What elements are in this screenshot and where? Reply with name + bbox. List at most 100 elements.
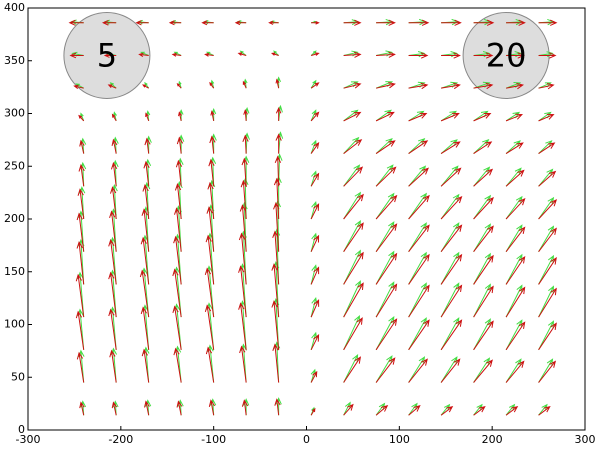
arrow [76, 212, 85, 252]
arrow [506, 52, 525, 59]
arrow [408, 284, 430, 318]
arrow [473, 141, 493, 155]
arrow [205, 234, 215, 285]
arrow [78, 114, 85, 122]
arrow [103, 53, 117, 58]
arrow [343, 82, 362, 89]
arrow [175, 159, 183, 187]
arrow [440, 165, 459, 187]
arrow [375, 404, 389, 416]
y-tick-label: 250 [4, 159, 25, 172]
arrow [310, 234, 320, 252]
arrow [505, 195, 523, 220]
arrow [75, 273, 85, 318]
arrow [240, 179, 247, 220]
arrow [440, 139, 458, 154]
arrow [473, 406, 486, 416]
arrow [505, 226, 526, 253]
arrow [205, 346, 215, 383]
arrow [538, 113, 555, 122]
arrow [176, 400, 183, 416]
arrow [209, 135, 216, 154]
arrow [441, 52, 461, 59]
arrow [142, 84, 149, 89]
arrow [538, 170, 557, 187]
arrow [505, 403, 516, 416]
x-tick-label: 100 [389, 433, 410, 446]
arrow [178, 111, 182, 121]
arrow [77, 188, 85, 220]
arrow [538, 257, 557, 285]
arrow [173, 235, 182, 285]
arrow [210, 110, 215, 121]
arrow [473, 320, 494, 351]
arrow [505, 169, 525, 187]
arrow [76, 351, 85, 383]
arrow [408, 167, 430, 187]
charge-label: 5 [97, 36, 117, 74]
arrow [473, 82, 494, 90]
y-tick-label: 150 [4, 265, 25, 278]
arrow [440, 358, 461, 383]
arrow [505, 358, 522, 383]
arrow [505, 255, 526, 285]
arrow [375, 318, 398, 351]
arrow [473, 194, 492, 220]
arrow [538, 52, 557, 59]
arrow [473, 359, 493, 383]
arrow [343, 356, 362, 383]
arrow [343, 222, 364, 252]
arrow [310, 299, 320, 318]
arrow [441, 51, 459, 58]
arrow [172, 268, 182, 318]
arrow [108, 271, 117, 318]
arrow [505, 140, 521, 154]
arrow [440, 195, 463, 220]
arrow [176, 83, 182, 89]
arrow [408, 194, 430, 220]
arrow [441, 82, 461, 90]
arrow [440, 317, 460, 351]
arrow [473, 357, 491, 383]
arrow [243, 109, 248, 121]
arrow [440, 141, 461, 155]
arrow [538, 406, 551, 416]
arrow [173, 347, 182, 383]
arrow [238, 232, 247, 285]
arrow [375, 192, 395, 220]
arrow [79, 139, 85, 154]
arrow [311, 20, 320, 25]
arrow [376, 19, 396, 26]
arrow [176, 136, 184, 154]
arrow [275, 78, 280, 89]
arrow [271, 263, 280, 318]
arrow [343, 282, 364, 318]
arrow [538, 358, 554, 383]
arrow [204, 304, 215, 350]
arrow [506, 19, 526, 26]
arrow [440, 284, 463, 318]
arrow [538, 285, 554, 318]
arrow [440, 253, 463, 285]
charge-label: 20 [486, 36, 527, 74]
arrow [473, 52, 494, 59]
arrow [208, 158, 215, 187]
arrow [538, 320, 555, 351]
arrow [408, 224, 430, 253]
y-tick-label: 200 [4, 212, 25, 225]
arrow [375, 316, 395, 351]
arrow [505, 113, 524, 122]
arrow [274, 398, 281, 416]
arrow [73, 84, 84, 89]
arrow [440, 319, 463, 351]
arrow [311, 52, 320, 56]
arrow [408, 82, 429, 90]
arrow [440, 193, 460, 220]
arrow [408, 165, 427, 187]
arrow [375, 194, 398, 220]
arrow [207, 181, 215, 220]
arrow [375, 357, 396, 383]
arrow [274, 155, 282, 187]
arrow [375, 402, 386, 416]
arrow [375, 283, 398, 318]
